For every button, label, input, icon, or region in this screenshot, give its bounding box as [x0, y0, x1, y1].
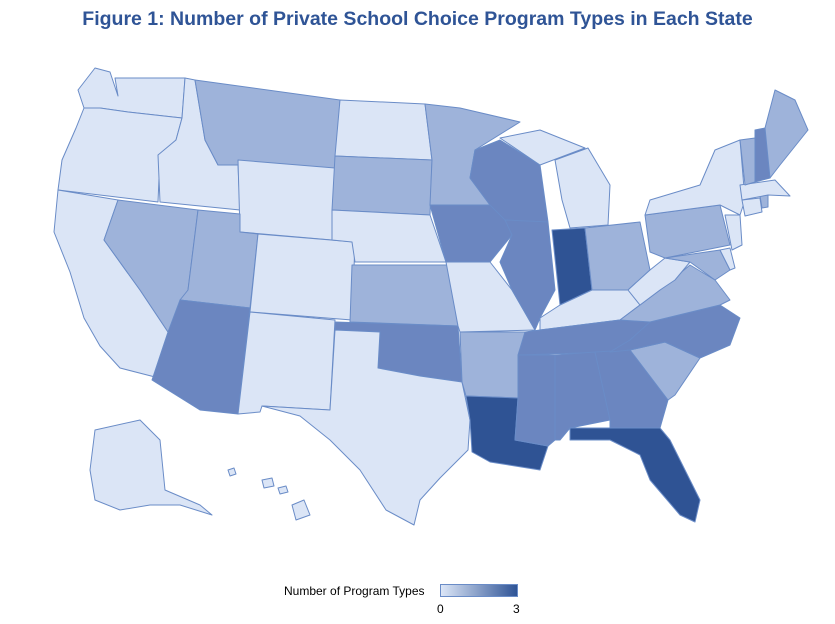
state-ri[interactable] [759, 194, 769, 209]
state-ma[interactable] [739, 179, 791, 201]
state-hi[interactable] [227, 467, 311, 521]
legend-min-label: 0 [437, 602, 444, 616]
state-ms[interactable] [514, 354, 556, 447]
state-ny[interactable] [644, 139, 746, 216]
state-tx[interactable] [261, 329, 471, 526]
state-wy[interactable] [237, 159, 336, 241]
state-nm[interactable] [237, 311, 336, 415]
state-ia[interactable] [429, 204, 513, 263]
state-ar[interactable] [459, 331, 526, 399]
state-me[interactable] [764, 89, 809, 179]
state-ks[interactable] [349, 264, 459, 327]
state-ne[interactable] [331, 209, 447, 263]
state-ak[interactable] [89, 419, 213, 516]
legend-color-scale [440, 584, 518, 597]
state-nd[interactable] [334, 99, 433, 161]
state-ct[interactable] [741, 197, 763, 217]
map-title: Figure 1: Number of Private School Choic… [82, 8, 753, 30]
state-nj[interactable] [724, 214, 743, 251]
state-il[interactable] [499, 219, 556, 331]
legend-max-label: 3 [513, 602, 520, 616]
state-sd[interactable] [331, 155, 433, 216]
state-de[interactable] [719, 247, 736, 271]
legend-title: Number of Program Types [284, 584, 425, 598]
state-fl[interactable] [569, 427, 701, 523]
state-md[interactable] [664, 249, 731, 281]
state-mt[interactable] [194, 79, 341, 176]
state-co[interactable] [249, 233, 356, 321]
